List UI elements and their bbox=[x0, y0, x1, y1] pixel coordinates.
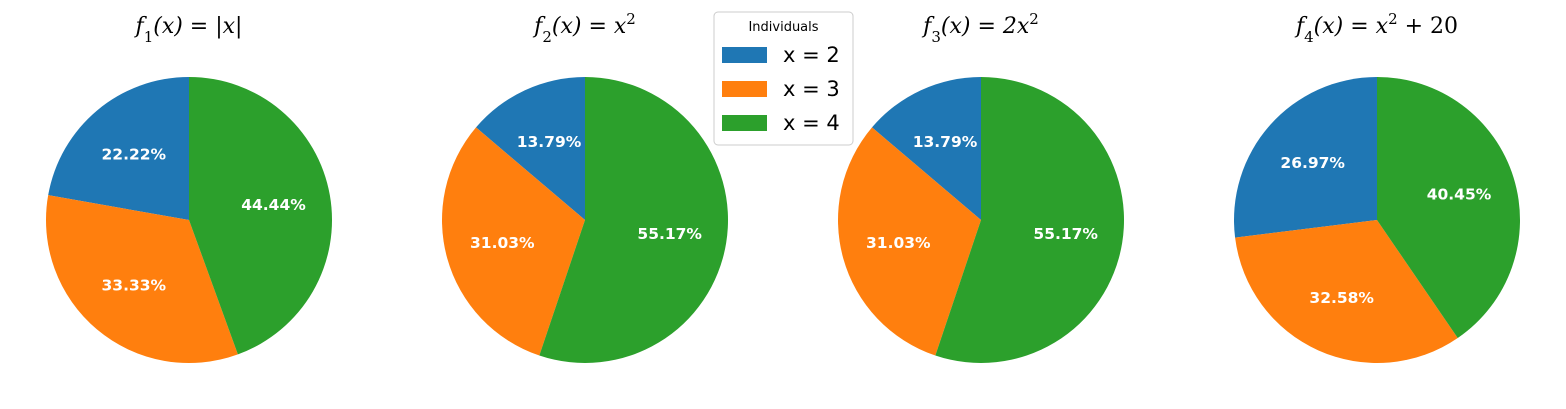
pie-4-label-2: 32.58% bbox=[1309, 289, 1374, 307]
pie-4-label-3: 40.45% bbox=[1427, 186, 1492, 204]
legend-label-1: x = 2 bbox=[783, 43, 840, 67]
title-subscript: 2 bbox=[542, 28, 552, 46]
pie-2-label-2: 31.03% bbox=[470, 234, 535, 252]
pie-1-label-2: 33.33% bbox=[102, 277, 167, 295]
pies-group: f1(x) = |x| 22.22% 33.33% 44.44% f2(x) = x2 1… bbox=[45, 10, 1521, 364]
title-body: (x) = x bbox=[552, 14, 627, 39]
title-body: (x) = |x| bbox=[153, 14, 242, 39]
pie-4-slice-2 bbox=[1235, 220, 1458, 364]
title-subscript: 4 bbox=[1304, 28, 1314, 46]
pie-chart-1: f1(x) = |x| 22.22% 33.33% 44.44% bbox=[45, 14, 333, 364]
pie-3-slice-2 bbox=[837, 127, 981, 356]
pie-4-label-1: 26.97% bbox=[1280, 154, 1345, 172]
pie-title-4: f4(x) = x2 + 20 bbox=[1294, 10, 1458, 46]
title-body: (x) = x bbox=[1314, 14, 1389, 39]
pie-chart-2: f2(x) = x2 13.79% 31.03% 55.17% bbox=[441, 10, 729, 363]
legend-label-3: x = 4 bbox=[783, 111, 840, 135]
pie-chart-4: f4(x) = x2 + 20 26.97% 32.58% 40.45% bbox=[1234, 10, 1521, 364]
pie-1-slice-3 bbox=[189, 76, 333, 355]
pie-2-slice-3 bbox=[539, 77, 729, 363]
pie-4-slice-1 bbox=[1234, 77, 1377, 238]
pie-chart-3: f3(x) = 2x2 13.79% 31.03% 55.17% bbox=[837, 10, 1125, 363]
legend-frame bbox=[713, 11, 854, 146]
title-body: (x) = 2x bbox=[941, 14, 1030, 39]
legend-entries: x = 2 x = 3 x = 4 bbox=[722, 43, 840, 135]
pie-3-slice-3 bbox=[935, 77, 1125, 363]
legend-swatch-3 bbox=[722, 115, 767, 131]
pie-title-1: f1(x) = |x| bbox=[134, 14, 243, 46]
pie-3-label-1: 13.79% bbox=[913, 133, 978, 151]
pie-2-label-3: 55.17% bbox=[637, 225, 702, 243]
pie-3-slice-1 bbox=[872, 77, 981, 220]
pie-2-slice-2 bbox=[441, 127, 585, 356]
title-superscript: 2 bbox=[1029, 10, 1039, 28]
legend-swatch-1 bbox=[722, 47, 767, 63]
pie-1-label-3: 44.44% bbox=[241, 196, 306, 214]
title-subscript: 3 bbox=[931, 28, 941, 46]
pie-4-slice-3 bbox=[1377, 76, 1521, 339]
legend-swatch-2 bbox=[722, 81, 767, 97]
title-superscript: 2 bbox=[1388, 10, 1398, 28]
title-tail: + 20 bbox=[1398, 14, 1458, 39]
legend-label-2: x = 3 bbox=[783, 77, 840, 101]
title-superscript: 2 bbox=[626, 10, 636, 28]
pie-1-slice-2 bbox=[45, 195, 238, 364]
pie-2-label-1: 13.79% bbox=[517, 133, 582, 151]
title-subscript: 1 bbox=[144, 28, 154, 46]
pie-1-label-1: 22.22% bbox=[102, 145, 167, 163]
pie-2-slice-1 bbox=[476, 77, 585, 220]
pie-3-label-3: 55.17% bbox=[1033, 225, 1098, 243]
legend-title: Individuals bbox=[748, 20, 818, 35]
pie-3-label-2: 31.03% bbox=[866, 234, 931, 252]
pie-1-slice-1 bbox=[48, 77, 189, 220]
pie-title-3: f3(x) = 2x2 bbox=[921, 10, 1039, 46]
pie-title-2: f2(x) = x2 bbox=[532, 10, 636, 46]
legend: Individuals x = 2 x = 3 x = 4 bbox=[713, 11, 854, 146]
